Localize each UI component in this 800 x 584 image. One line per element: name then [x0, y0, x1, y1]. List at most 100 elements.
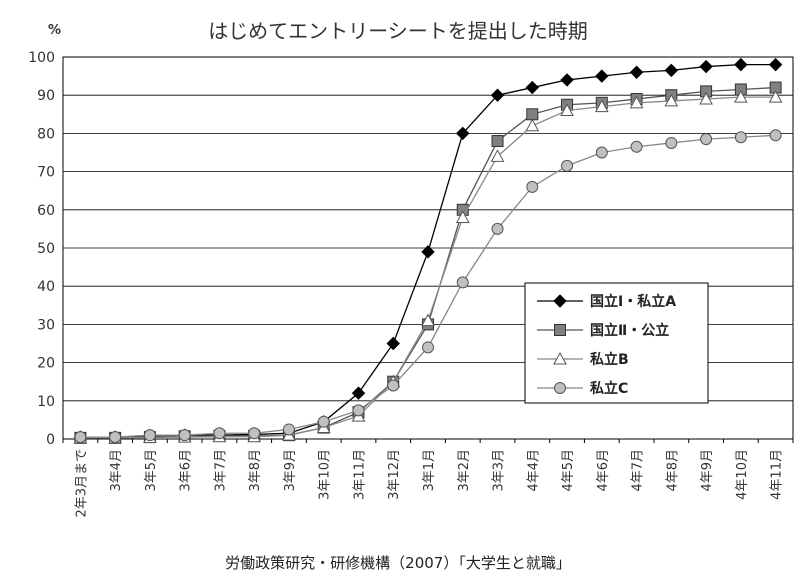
- data-point: [421, 313, 435, 327]
- data-point: [630, 140, 643, 153]
- y-tick-label: 90: [37, 88, 55, 104]
- data-point: [109, 431, 122, 444]
- x-tick-label: 4年7月: [631, 449, 646, 492]
- data-point: [490, 149, 505, 162]
- y-axis-unit: %: [48, 23, 61, 38]
- data-point: [526, 108, 539, 121]
- data-point: [700, 133, 713, 146]
- x-tick-label: 3年6月: [179, 449, 194, 492]
- x-tick-label: 3年4月: [109, 449, 124, 492]
- x-tick-label: 4年6月: [596, 449, 611, 492]
- y-tick-label: 40: [37, 279, 55, 295]
- data-point: [491, 135, 504, 148]
- data-point: [699, 59, 713, 74]
- data-point: [282, 423, 295, 436]
- x-tick-label: 4年10月: [735, 449, 750, 500]
- data-point: [455, 210, 470, 223]
- data-point: [595, 69, 609, 83]
- series-group: [73, 57, 783, 444]
- data-point: [525, 80, 539, 95]
- legend-label: 私立B: [590, 351, 629, 368]
- data-point: [317, 415, 330, 428]
- x-tick-label: 2年3月まで: [74, 449, 89, 518]
- data-point: [560, 103, 574, 116]
- data-point: [213, 427, 226, 440]
- data-point: [554, 324, 566, 336]
- data-point: [561, 159, 574, 172]
- y-tick-label: 50: [37, 241, 55, 257]
- data-point: [594, 99, 609, 113]
- data-point: [456, 126, 470, 141]
- data-point: [769, 129, 782, 142]
- data-point: [386, 336, 400, 351]
- x-tick-label: 3年8月: [248, 449, 263, 492]
- data-point: [768, 90, 783, 103]
- data-point: [491, 222, 504, 235]
- data-point: [525, 118, 540, 132]
- x-tick-label: 4年5月: [561, 449, 576, 492]
- x-axis-ticks: 2年3月まで 3年4月 3年5月 3年6月 3年7月 3年8月 3年9月 3年10月 3年11月…: [62, 439, 794, 518]
- data-point: [178, 429, 191, 442]
- legend-label: 国立Ⅱ・公立: [590, 322, 669, 339]
- data-point: [553, 351, 567, 365]
- data-point: [560, 73, 574, 87]
- data-point: [629, 95, 644, 109]
- x-tick-label: 3年10月: [318, 449, 333, 500]
- data-point: [352, 404, 365, 417]
- y-tick-label: 30: [37, 317, 55, 333]
- x-tick-label: 4年11月: [770, 449, 785, 500]
- x-tick-label: 4年8月: [665, 449, 680, 492]
- data-point: [629, 65, 644, 79]
- x-tick-label: 4年4月: [526, 449, 541, 492]
- data-point: [74, 431, 87, 444]
- y-tick-label: 80: [37, 126, 55, 142]
- x-tick-label: 3年7月: [213, 449, 228, 492]
- data-point: [554, 382, 566, 394]
- x-tick-label: 4年9月: [700, 449, 715, 492]
- legend-entry: 国立Ⅱ・公立: [537, 322, 669, 339]
- data-point: [553, 294, 567, 308]
- data-point: [456, 276, 469, 289]
- data-point: [422, 341, 434, 354]
- x-tick-label: 3年2月: [457, 449, 472, 492]
- chart-title: はじめてエントリーシートを提出した時期: [208, 19, 588, 43]
- data-point: [734, 90, 748, 103]
- data-point: [734, 131, 747, 144]
- y-tick-label: 0: [46, 432, 55, 448]
- x-tick-label: 3年9月: [283, 449, 298, 492]
- data-point: [734, 57, 748, 72]
- x-tick-label: 3年3月: [492, 449, 507, 492]
- data-point: [143, 429, 156, 442]
- data-point: [768, 57, 783, 72]
- data-point: [595, 146, 608, 159]
- y-axis-ticks: 0 10 20 30 40 50 60 70 80 90 100: [28, 50, 55, 448]
- data-point: [387, 379, 400, 392]
- x-tick-label: 3年12月: [387, 449, 402, 500]
- data-point: [665, 136, 678, 149]
- source-note: 労働政策研究・研修機構（2007）「大学生と就職」: [225, 554, 571, 572]
- x-tick-label: 3年11月: [352, 449, 367, 500]
- x-tick-label: 3年5月: [144, 449, 159, 492]
- legend-label: 私立C: [590, 380, 628, 397]
- data-point: [490, 88, 505, 102]
- y-tick-label: 10: [37, 394, 55, 410]
- legend-entry: 国立Ⅰ・私立A: [537, 293, 676, 310]
- data-point: [699, 91, 713, 105]
- y-tick-label: 100: [28, 50, 55, 66]
- data-point: [664, 63, 679, 78]
- x-tick-label: 3年1月: [422, 449, 437, 492]
- data-point: [351, 386, 366, 400]
- legend-entry: 私立B: [537, 351, 629, 368]
- y-tick-label: 60: [37, 203, 55, 219]
- legend-entry: 私立C: [537, 380, 628, 397]
- y-tick-label: 70: [37, 165, 55, 181]
- series-4: [74, 129, 782, 444]
- legend-label: 国立Ⅰ・私立A: [590, 293, 676, 310]
- data-point: [421, 245, 435, 259]
- data-point: [526, 180, 539, 193]
- data-point: [248, 427, 261, 440]
- y-tick-label: 20: [37, 356, 55, 372]
- data-point: [664, 93, 679, 107]
